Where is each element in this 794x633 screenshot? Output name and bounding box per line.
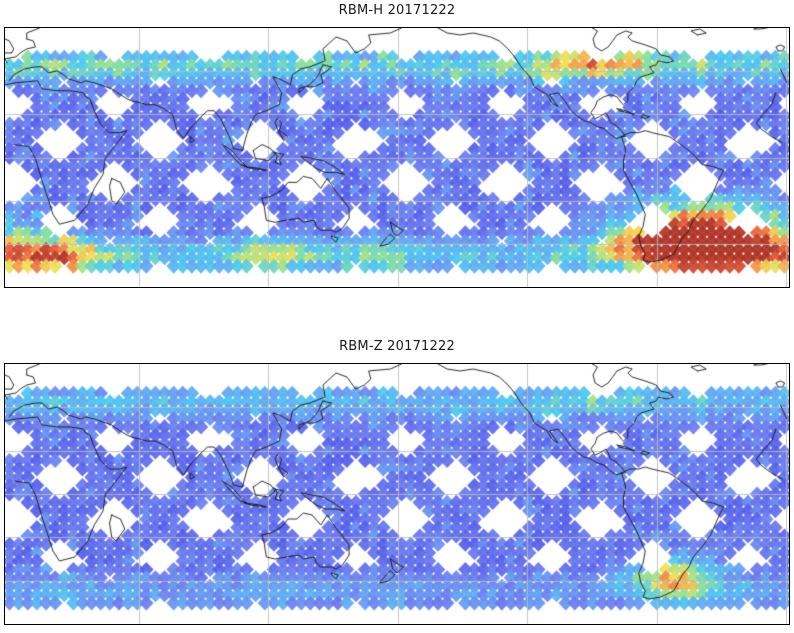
panel-rbm-z (4, 363, 790, 625)
panel-title-rbm-z: RBM-Z 20171222 (339, 339, 455, 354)
map-canvas-rbm-h (5, 28, 789, 287)
panel-rbm-h (4, 27, 790, 288)
map-canvas-rbm-z (5, 364, 789, 624)
panel-title-rbm-h: RBM-H 20171222 (338, 3, 456, 18)
